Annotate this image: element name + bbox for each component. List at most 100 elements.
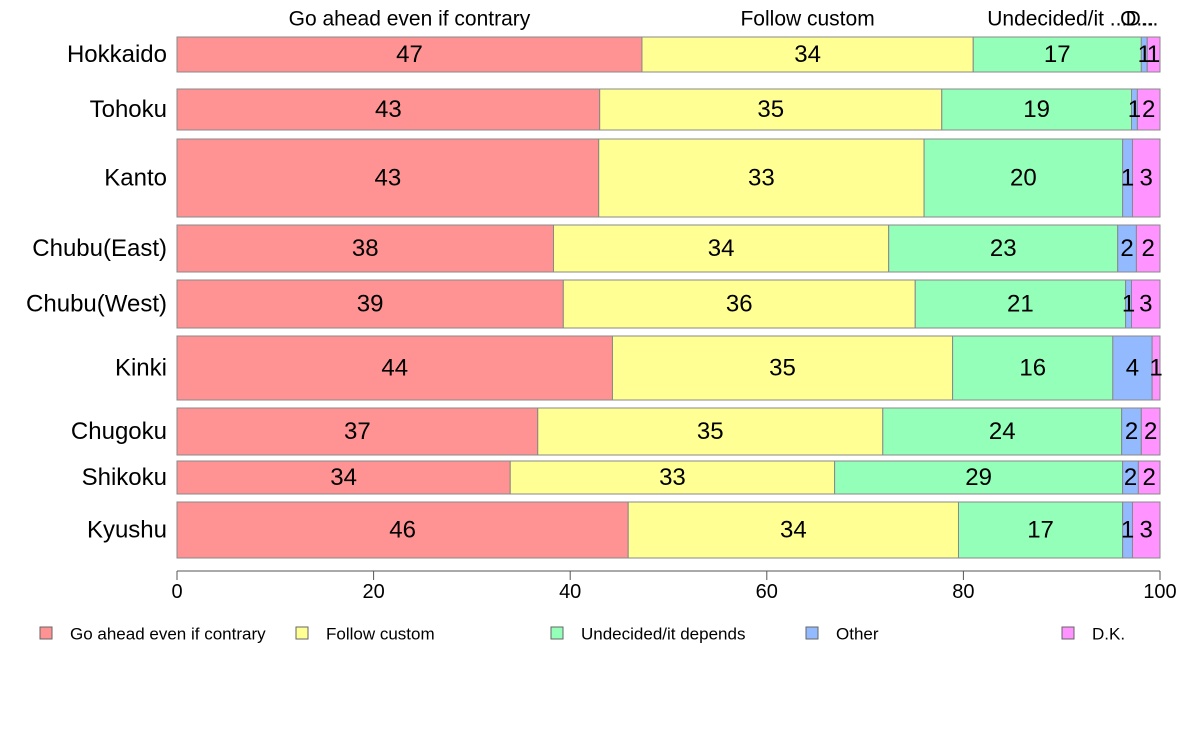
category-label-kinki: Kinki <box>115 355 167 382</box>
bar-kanto-go-ahead-even-if-contrary <box>176 138 600 218</box>
x-tick-label-20: 20 <box>362 581 384 603</box>
value-label-kinki-go-ahead-even-if-contrary: 44 <box>381 355 408 382</box>
category-labels: Hokkaido Tohoku Kanto Chubu(East) Chubu(West… <box>26 41 167 544</box>
value-label-shikoku-other: 2 <box>1124 464 1137 491</box>
bar-chubu-west-d-k <box>1130 279 1161 329</box>
value-label-chubu-east-d-k: 2 <box>1142 235 1155 262</box>
value-label-chubu-west-follow-custom: 36 <box>726 291 753 318</box>
category-label-chubu-east: Chubu(East) <box>32 235 167 262</box>
bar-shikoku-follow-custom <box>509 460 836 495</box>
value-label-kanto-follow-custom: 33 <box>748 165 775 192</box>
value-label-kyushu-go-ahead-even-if-contrary: 46 <box>389 517 416 544</box>
column-header-undecided-it-depends: Undecided/it ... <box>987 8 1127 31</box>
bar-kyushu-d-k <box>1131 501 1161 559</box>
value-label-hokkaido-follow-custom: 34 <box>794 41 821 68</box>
bar-kinki-other <box>1112 335 1153 401</box>
legend-label-undecided-it-depends: Undecided/it depends <box>581 625 745 644</box>
value-label-kanto-go-ahead-even-if-contrary: 43 <box>375 165 402 192</box>
category-label-chugoku: Chugoku <box>71 418 167 445</box>
value-label-hokkaido-other: 1 <box>1138 41 1151 68</box>
category-label-kanto: Kanto <box>104 165 167 192</box>
bar-shikoku-go-ahead-even-if-contrary <box>176 460 511 495</box>
value-label-shikoku-go-ahead-even-if-contrary: 34 <box>330 464 357 491</box>
value-label-chubu-west-go-ahead-even-if-contrary: 39 <box>357 291 384 318</box>
value-label-kinki-d-k: 1 <box>1149 355 1162 382</box>
value-label-kyushu-d-k: 3 <box>1140 517 1153 544</box>
bar-kanto-d-k <box>1131 138 1161 218</box>
category-label-tohoku: Tohoku <box>90 96 167 123</box>
legend: Go ahead even if contrary Follow custom Un… <box>39 625 1125 644</box>
legend-swatch-follow-custom <box>295 626 309 640</box>
value-label-chubu-east-undecided-it-depends: 23 <box>990 235 1017 262</box>
category-label-kyushu: Kyushu <box>87 517 167 544</box>
value-label-shikoku-d-k: 2 <box>1143 464 1156 491</box>
legend-label-go-ahead-even-if-contrary: Go ahead even if contrary <box>70 625 266 644</box>
value-label-chubu-west-undecided-it-depends: 21 <box>1007 291 1034 318</box>
bar-chubu-east-follow-custom <box>552 224 890 273</box>
column-header-other: O... <box>1120 8 1154 31</box>
value-label-hokkaido-undecided-it-depends: 17 <box>1044 41 1071 68</box>
value-label-kanto-undecided-it-depends: 20 <box>1010 165 1037 192</box>
legend-swatch-undecided-it-depends <box>550 626 564 640</box>
value-label-tohoku-d-k: 2 <box>1142 96 1155 123</box>
value-label-chubu-east-follow-custom: 34 <box>708 235 735 262</box>
value-label-shikoku-undecided-it-depends: 29 <box>965 464 992 491</box>
bar-chugoku-d-k <box>1140 407 1161 456</box>
bar-kinki-d-k <box>1151 335 1161 401</box>
column-header-d-k: D... <box>1126 8 1159 31</box>
bar-tohoku-undecided-it-depends <box>941 88 1132 131</box>
bar-chubu-east-d-k <box>1135 224 1161 273</box>
bar-kinki-undecided-it-depends <box>952 335 1114 401</box>
legend-swatch-other <box>805 626 819 640</box>
value-label-tohoku-go-ahead-even-if-contrary: 43 <box>375 96 402 123</box>
bar-shikoku-undecided-it-depends <box>834 460 1124 495</box>
value-label-chugoku-d-k: 2 <box>1144 418 1157 445</box>
bar-kinki-go-ahead-even-if-contrary <box>176 335 613 401</box>
value-label-tohoku-other: 1 <box>1128 96 1141 123</box>
bar-shikoku-d-k <box>1137 460 1161 495</box>
legend-label-other: Other <box>836 625 879 644</box>
value-label-chubu-east-go-ahead-even-if-contrary: 38 <box>352 235 379 262</box>
bar-hokkaido-d-k <box>1146 36 1161 73</box>
legend-label-follow-custom: Follow custom <box>326 625 435 644</box>
x-tick-label-60: 60 <box>756 581 778 603</box>
bar-chubu-west-follow-custom <box>562 279 916 329</box>
column-header-follow-custom: Follow custom <box>740 8 874 31</box>
value-label-kanto-other: 1 <box>1121 165 1134 192</box>
value-label-kanto-d-k: 3 <box>1140 165 1153 192</box>
value-label-chugoku-follow-custom: 35 <box>697 418 724 445</box>
bar-hokkaido-go-ahead-even-if-contrary <box>176 36 643 73</box>
bar-chugoku-undecided-it-depends <box>882 407 1123 456</box>
bar-kyushu-follow-custom <box>627 501 959 559</box>
legend-swatch-d-k <box>1061 626 1075 640</box>
bar-chubu-west-undecided-it-depends <box>914 279 1127 329</box>
x-tick-label-100: 100 <box>1143 581 1176 603</box>
value-label-kinki-undecided-it-depends: 16 <box>1019 355 1046 382</box>
value-label-chugoku-go-ahead-even-if-contrary: 37 <box>344 418 371 445</box>
bar-tohoku-d-k <box>1136 88 1161 131</box>
category-label-chubu-west: Chubu(West) <box>26 291 167 318</box>
value-label-kinki-other: 4 <box>1126 355 1139 382</box>
bar-chubu-east-go-ahead-even-if-contrary <box>176 224 554 273</box>
value-label-chugoku-other: 2 <box>1125 418 1138 445</box>
column-header-go-ahead-even-if-contrary: Go ahead even if contrary <box>289 8 531 31</box>
x-tick-label-0: 0 <box>171 581 182 603</box>
value-label-kyushu-undecided-it-depends: 17 <box>1027 517 1054 544</box>
bar-chugoku-go-ahead-even-if-contrary <box>176 407 539 456</box>
bar-tohoku-follow-custom <box>599 88 943 131</box>
legend-swatch-go-ahead-even-if-contrary <box>39 626 53 640</box>
bar-hokkaido-follow-custom <box>641 36 974 73</box>
x-tick-label-80: 80 <box>952 581 974 603</box>
legend-label-d-k: D.K. <box>1092 625 1125 644</box>
bar-chubu-west-go-ahead-even-if-contrary <box>176 279 564 329</box>
value-label-tohoku-follow-custom: 35 <box>757 96 784 123</box>
bar-kinki-follow-custom <box>611 335 954 401</box>
value-label-hokkaido-d-k: 1 <box>1147 41 1160 68</box>
x-tick-label-40: 40 <box>559 581 581 603</box>
category-label-shikoku: Shikoku <box>82 464 167 491</box>
value-label-chubu-west-d-k: 3 <box>1139 291 1152 318</box>
bar-kanto-undecided-it-depends <box>923 138 1124 218</box>
bar-chugoku-follow-custom <box>537 407 884 456</box>
x-axis: 0 20 40 60 80 100 <box>171 570 1177 603</box>
bar-kyushu-go-ahead-even-if-contrary <box>176 501 629 559</box>
